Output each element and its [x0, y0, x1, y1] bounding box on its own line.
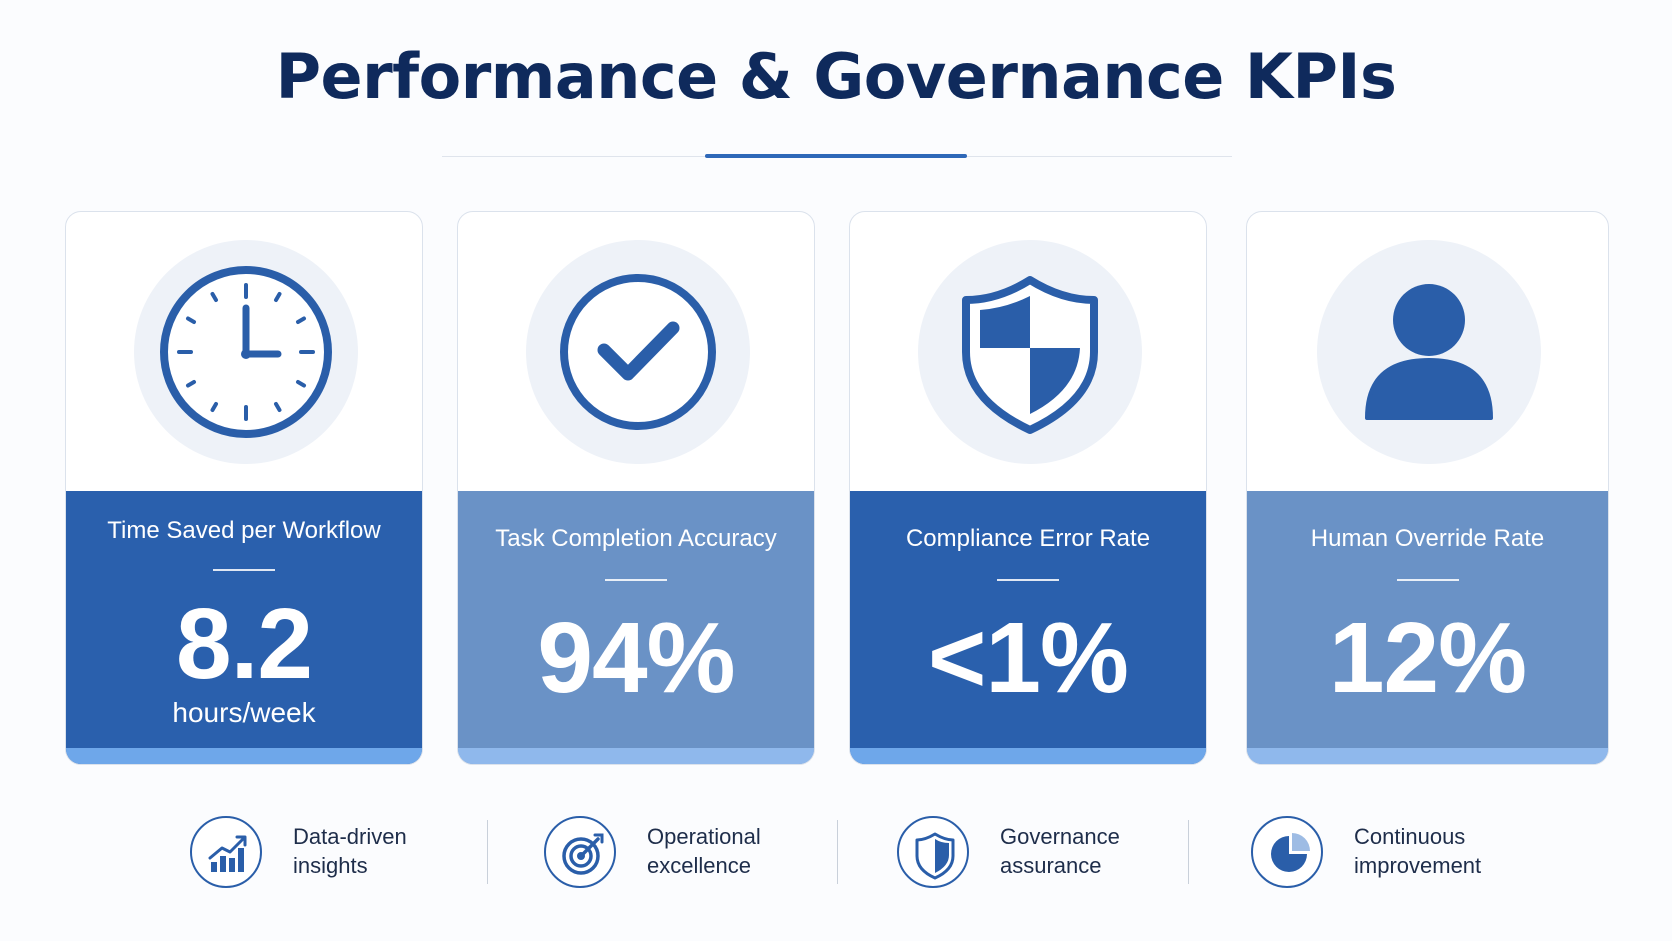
- kpi-accent-bar: [850, 748, 1206, 764]
- kpi-label: Compliance Error Rate: [905, 525, 1151, 552]
- kpi-card-human-override: Human Override Rate 12%: [1246, 211, 1609, 765]
- page-title: Performance & Governance KPIs: [275, 40, 1397, 113]
- kpi-separator: [1396, 579, 1459, 581]
- kpi-panel: Human Override Rate 12%: [1247, 491, 1608, 764]
- kpi-panel: Time Saved per Workflow 8.2 hours/week: [66, 491, 422, 764]
- kpi-accent-bar: [458, 748, 814, 764]
- kpi-value: 12%: [1328, 602, 1527, 714]
- kpi-label: Time Saved per Workflow: [107, 517, 381, 544]
- kpi-label: Human Override Rate: [1310, 525, 1545, 552]
- feature-divider: [487, 820, 488, 884]
- kpi-value: 8.2: [175, 588, 313, 700]
- feature-line2: assurance: [1000, 853, 1102, 878]
- kpi-card-compliance-error: Compliance Error Rate <1%: [849, 211, 1207, 765]
- clock-icon: [134, 240, 358, 464]
- kpi-panel: Task Completion Accuracy 94%: [458, 491, 814, 764]
- kpi-card-task-accuracy: Task Completion Accuracy 94%: [457, 211, 815, 765]
- kpi-card-time-saved: Time Saved per Workflow 8.2 hours/week: [65, 211, 423, 765]
- shield-icon: [918, 240, 1142, 464]
- title-accent-bar: [705, 154, 967, 158]
- target-icon: [544, 816, 616, 888]
- chart-growth-icon: [190, 816, 262, 888]
- kpi-separator: [213, 569, 275, 571]
- feature-line2: improvement: [1354, 853, 1482, 878]
- feature-text: Operational excellence: [647, 822, 847, 880]
- kpi-value: <1%: [928, 602, 1129, 714]
- kpi-value: 94%: [537, 602, 735, 714]
- feature-line1: Data-driven: [293, 824, 407, 849]
- feature-line1: Continuous: [1354, 824, 1466, 849]
- feature-divider: [837, 820, 838, 884]
- kpi-accent-bar: [1247, 748, 1608, 764]
- feature-text: Continuous improvement: [1354, 822, 1554, 880]
- feature-line1: Governance: [1000, 824, 1120, 849]
- kpi-label: Task Completion Accuracy: [495, 525, 777, 552]
- feature-line2: insights: [293, 853, 368, 878]
- feature-line2: excellence: [647, 853, 751, 878]
- feature-divider: [1188, 820, 1189, 884]
- user-icon: [1317, 240, 1541, 464]
- kpi-separator: [997, 579, 1059, 581]
- kpi-accent-bar: [66, 748, 422, 764]
- kpi-separator: [605, 579, 667, 581]
- check-circle-icon: [526, 240, 750, 464]
- feature-text: Data-driven insights: [293, 822, 493, 880]
- kpi-unit: hours/week: [172, 697, 316, 728]
- kpi-panel: Compliance Error Rate <1%: [850, 491, 1206, 764]
- shield-icon: [897, 816, 969, 888]
- feature-text: Governance assurance: [1000, 822, 1200, 880]
- feature-line1: Operational: [647, 824, 761, 849]
- pie-chart-icon: [1251, 816, 1323, 888]
